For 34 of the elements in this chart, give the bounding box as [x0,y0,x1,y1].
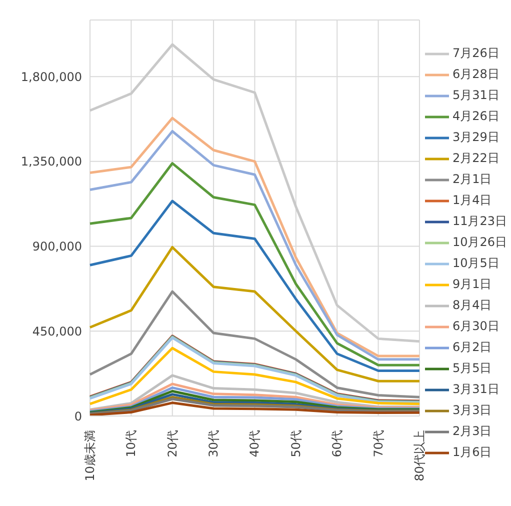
legend-label: 3月3日 [452,402,492,419]
x-tick-label: 10代 [124,430,138,458]
x-tick-label: 30代 [206,430,221,458]
legend-label: 8月4日 [452,297,492,314]
legend-label: 2月3日 [452,423,492,440]
legend-label: 2月22日 [452,150,500,167]
x-tick-label: 40代 [248,430,262,458]
legend-label: 6月2日 [452,339,492,356]
legend-label: 1月4日 [452,192,492,209]
legend-label: 4月26日 [452,108,500,125]
x-tick-label: 50代 [288,430,303,458]
x-tick-label: 10歳未満 [83,430,97,482]
legend-label: 1月6日 [452,444,492,461]
x-tick-label: 60代 [330,430,344,458]
legend-label: 6月28日 [452,66,500,83]
legend-label: 6月30日 [452,318,500,335]
x-tick-label: 20代 [165,430,180,458]
legend-label: 2月1日 [452,171,492,188]
legend-label: 7月26日 [452,45,500,62]
legend-label: 3月31日 [452,381,500,398]
legend-label: 5月5日 [452,360,492,377]
legend-label: 5月31日 [452,87,500,104]
legend-label: 10月26日 [452,234,507,251]
y-tick-label: 450,000 [32,324,82,338]
y-tick-label: 900,000 [32,240,82,254]
legend-label: 9月1日 [452,276,492,293]
legend-label: 3月29日 [452,129,500,146]
y-tick-label: 1,350,000 [20,154,82,169]
x-tick-label: 70代 [371,430,386,458]
legend-label: 10月5日 [452,255,500,272]
legend-label: 11月23日 [452,213,507,230]
y-tick-label: 0 [74,409,82,424]
x-tick-label: 80代以上 [412,430,426,482]
y-tick-label: 1,800,000 [20,70,82,84]
